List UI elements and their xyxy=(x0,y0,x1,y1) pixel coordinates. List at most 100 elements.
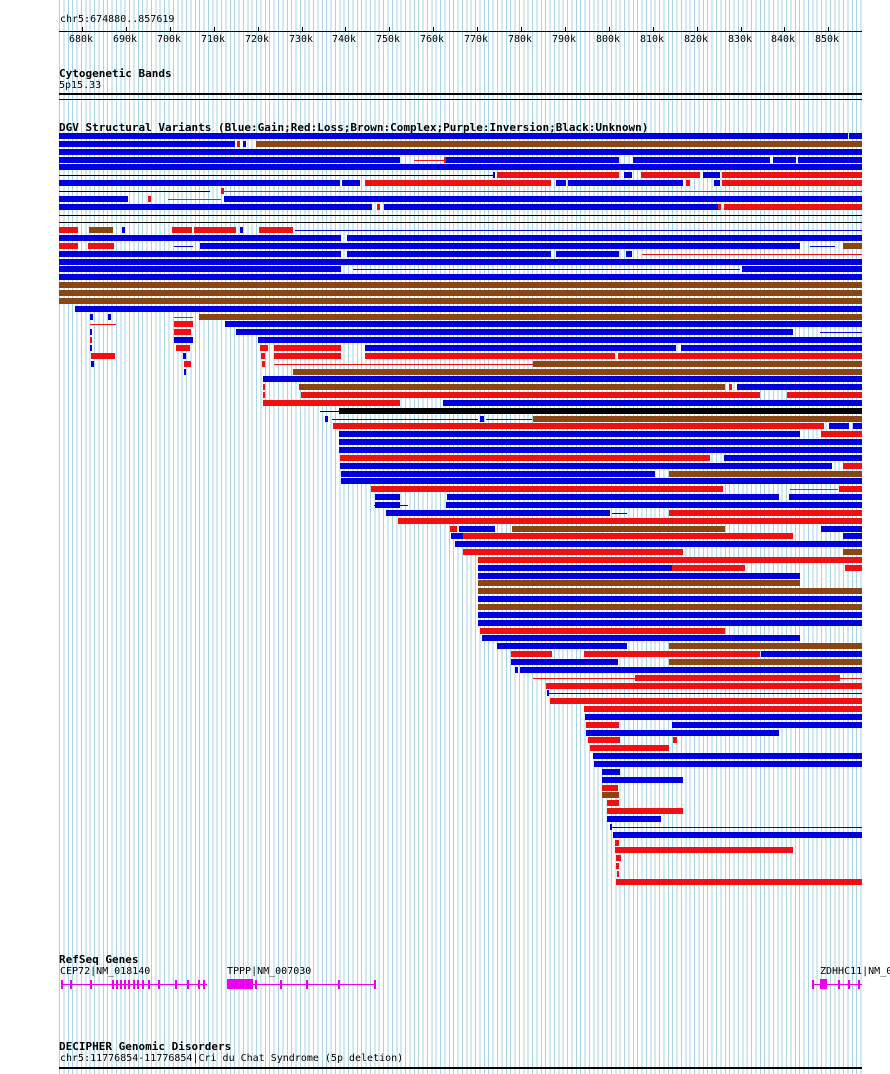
variant-bar[interactable] xyxy=(365,353,615,359)
variant-bar[interactable] xyxy=(199,314,862,320)
variant-connector[interactable] xyxy=(90,324,116,325)
variant-bar[interactable] xyxy=(59,196,128,202)
decipher-bar[interactable] xyxy=(59,1067,862,1069)
variant-bar[interactable] xyxy=(172,227,192,233)
gene-exon[interactable] xyxy=(158,980,160,989)
gene-exon[interactable] xyxy=(90,980,92,989)
variant-bar[interactable] xyxy=(798,157,862,163)
variant-bar[interactable] xyxy=(59,141,235,147)
variant-bar[interactable] xyxy=(722,180,862,186)
variant-bar[interactable] xyxy=(446,502,862,508)
variant-bar[interactable] xyxy=(618,353,862,359)
variant-bar[interactable] xyxy=(703,172,720,178)
variant-bar[interactable] xyxy=(845,565,862,571)
gene-exon[interactable] xyxy=(148,980,150,989)
variant-bar[interactable] xyxy=(194,227,236,233)
gene-label-tppp[interactable]: TPPP|NM_007030 xyxy=(227,966,312,977)
variant-bar[interactable] xyxy=(773,157,796,163)
variant-bar[interactable] xyxy=(478,557,862,563)
variant-bar[interactable] xyxy=(263,384,265,390)
variant-bar[interactable] xyxy=(737,384,862,390)
variant-connector[interactable] xyxy=(59,222,862,223)
variant-bar[interactable] xyxy=(59,266,341,272)
variant-bar[interactable] xyxy=(463,541,530,547)
variant-bar[interactable] xyxy=(635,675,840,681)
variant-bar[interactable] xyxy=(586,730,779,736)
variant-bar[interactable] xyxy=(616,863,619,869)
variant-bar[interactable] xyxy=(59,259,540,265)
variant-bar[interactable] xyxy=(339,408,862,414)
gene-exon[interactable] xyxy=(133,980,135,989)
variant-bar[interactable] xyxy=(444,157,446,163)
variant-connector[interactable] xyxy=(174,317,193,318)
variant-bar[interactable] xyxy=(672,722,862,728)
variant-bar[interactable] xyxy=(533,416,862,422)
variant-bar[interactable] xyxy=(843,549,862,555)
variant-bar[interactable] xyxy=(59,227,78,233)
variant-bar[interactable] xyxy=(122,227,125,233)
variant-bar[interactable] xyxy=(616,855,621,861)
variant-bar[interactable] xyxy=(451,533,463,539)
variant-bar[interactable] xyxy=(90,337,92,343)
variant-bar[interactable] xyxy=(463,549,683,555)
variant-bar[interactable] xyxy=(59,243,78,249)
variant-bar[interactable] xyxy=(446,157,619,163)
gene-exon[interactable] xyxy=(198,980,200,989)
variant-bar[interactable] xyxy=(673,737,677,743)
variant-bar[interactable] xyxy=(586,722,619,728)
variant-bar[interactable] xyxy=(341,471,655,477)
gene-exon[interactable] xyxy=(374,980,376,989)
variant-bar[interactable] xyxy=(386,510,610,516)
variant-bar[interactable] xyxy=(274,345,341,351)
gene-exon[interactable] xyxy=(338,980,340,989)
variant-bar[interactable] xyxy=(585,714,862,720)
variant-bar[interactable] xyxy=(633,157,770,163)
variant-bar[interactable] xyxy=(669,471,862,477)
variant-bar[interactable] xyxy=(339,439,862,445)
variant-bar[interactable] xyxy=(341,478,862,484)
variant-bar[interactable] xyxy=(616,879,862,885)
variant-bar[interactable] xyxy=(59,180,340,186)
variant-bar[interactable] xyxy=(478,588,862,594)
variant-connector[interactable] xyxy=(174,246,193,247)
variant-bar[interactable] xyxy=(722,172,862,178)
variant-bar[interactable] xyxy=(243,141,246,147)
gene-exon[interactable] xyxy=(203,980,205,989)
variant-bar[interactable] xyxy=(384,204,720,210)
variant-bar[interactable] xyxy=(371,486,723,492)
variant-bar[interactable] xyxy=(829,423,849,429)
variant-bar[interactable] xyxy=(515,667,518,673)
variant-bar[interactable] xyxy=(176,345,190,351)
variant-bar[interactable] xyxy=(91,361,94,367)
variant-bar[interactable] xyxy=(480,628,725,634)
variant-connector[interactable] xyxy=(59,215,862,216)
gene-exon[interactable] xyxy=(306,980,308,989)
variant-connector[interactable] xyxy=(610,827,862,828)
variant-bar[interactable] xyxy=(588,737,620,743)
variant-bar[interactable] xyxy=(546,683,862,689)
variant-bar[interactable] xyxy=(520,667,862,673)
gene-exon[interactable] xyxy=(255,980,257,989)
cytoband-label[interactable]: 5p15.33 xyxy=(59,80,102,91)
variant-bar[interactable] xyxy=(718,204,721,210)
variant-bar[interactable] xyxy=(584,706,862,712)
variant-bar[interactable] xyxy=(455,541,463,547)
variant-bar[interactable] xyxy=(607,816,661,822)
variant-bar[interactable] xyxy=(761,651,862,657)
decipher-entry[interactable]: chr5:11776854-11776854|Cri du Chat Syndr… xyxy=(60,1053,404,1064)
variant-bar[interactable] xyxy=(59,282,862,288)
variant-bar[interactable] xyxy=(478,565,672,571)
variant-bar[interactable] xyxy=(821,526,862,532)
variant-bar[interactable] xyxy=(339,447,862,453)
variant-bar[interactable] xyxy=(174,337,193,343)
variant-bar[interactable] xyxy=(478,596,862,602)
variant-bar[interactable] xyxy=(681,345,862,351)
gene-label-zdhhc11[interactable]: ZDHHC11|NM_0 xyxy=(820,966,890,977)
variant-bar[interactable] xyxy=(91,353,115,359)
variant-connector[interactable] xyxy=(353,269,740,270)
variant-bar[interactable] xyxy=(377,204,380,210)
variant-bar[interactable] xyxy=(686,180,690,186)
variant-connector[interactable] xyxy=(486,419,532,420)
variant-bar[interactable] xyxy=(90,329,92,335)
gene-intron-line[interactable] xyxy=(812,984,862,985)
